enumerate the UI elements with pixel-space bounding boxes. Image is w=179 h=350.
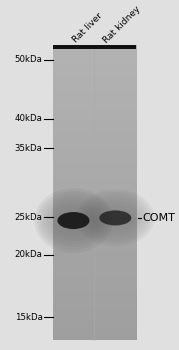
Ellipse shape bbox=[79, 192, 152, 244]
Bar bbox=[52, 45, 136, 49]
Text: Rat liver: Rat liver bbox=[71, 11, 105, 44]
Text: Rat kidney: Rat kidney bbox=[102, 4, 142, 44]
Text: 25kDa: 25kDa bbox=[15, 213, 43, 222]
Ellipse shape bbox=[40, 194, 107, 247]
Ellipse shape bbox=[34, 188, 113, 253]
Text: 50kDa: 50kDa bbox=[15, 55, 43, 64]
Text: 35kDa: 35kDa bbox=[15, 144, 43, 153]
Text: 40kDa: 40kDa bbox=[15, 114, 43, 124]
Text: 15kDa: 15kDa bbox=[15, 313, 43, 322]
Text: 20kDa: 20kDa bbox=[15, 251, 43, 259]
Text: COMT: COMT bbox=[143, 213, 176, 223]
Ellipse shape bbox=[37, 191, 110, 250]
Ellipse shape bbox=[57, 212, 90, 229]
Ellipse shape bbox=[76, 189, 154, 246]
Ellipse shape bbox=[99, 210, 131, 225]
